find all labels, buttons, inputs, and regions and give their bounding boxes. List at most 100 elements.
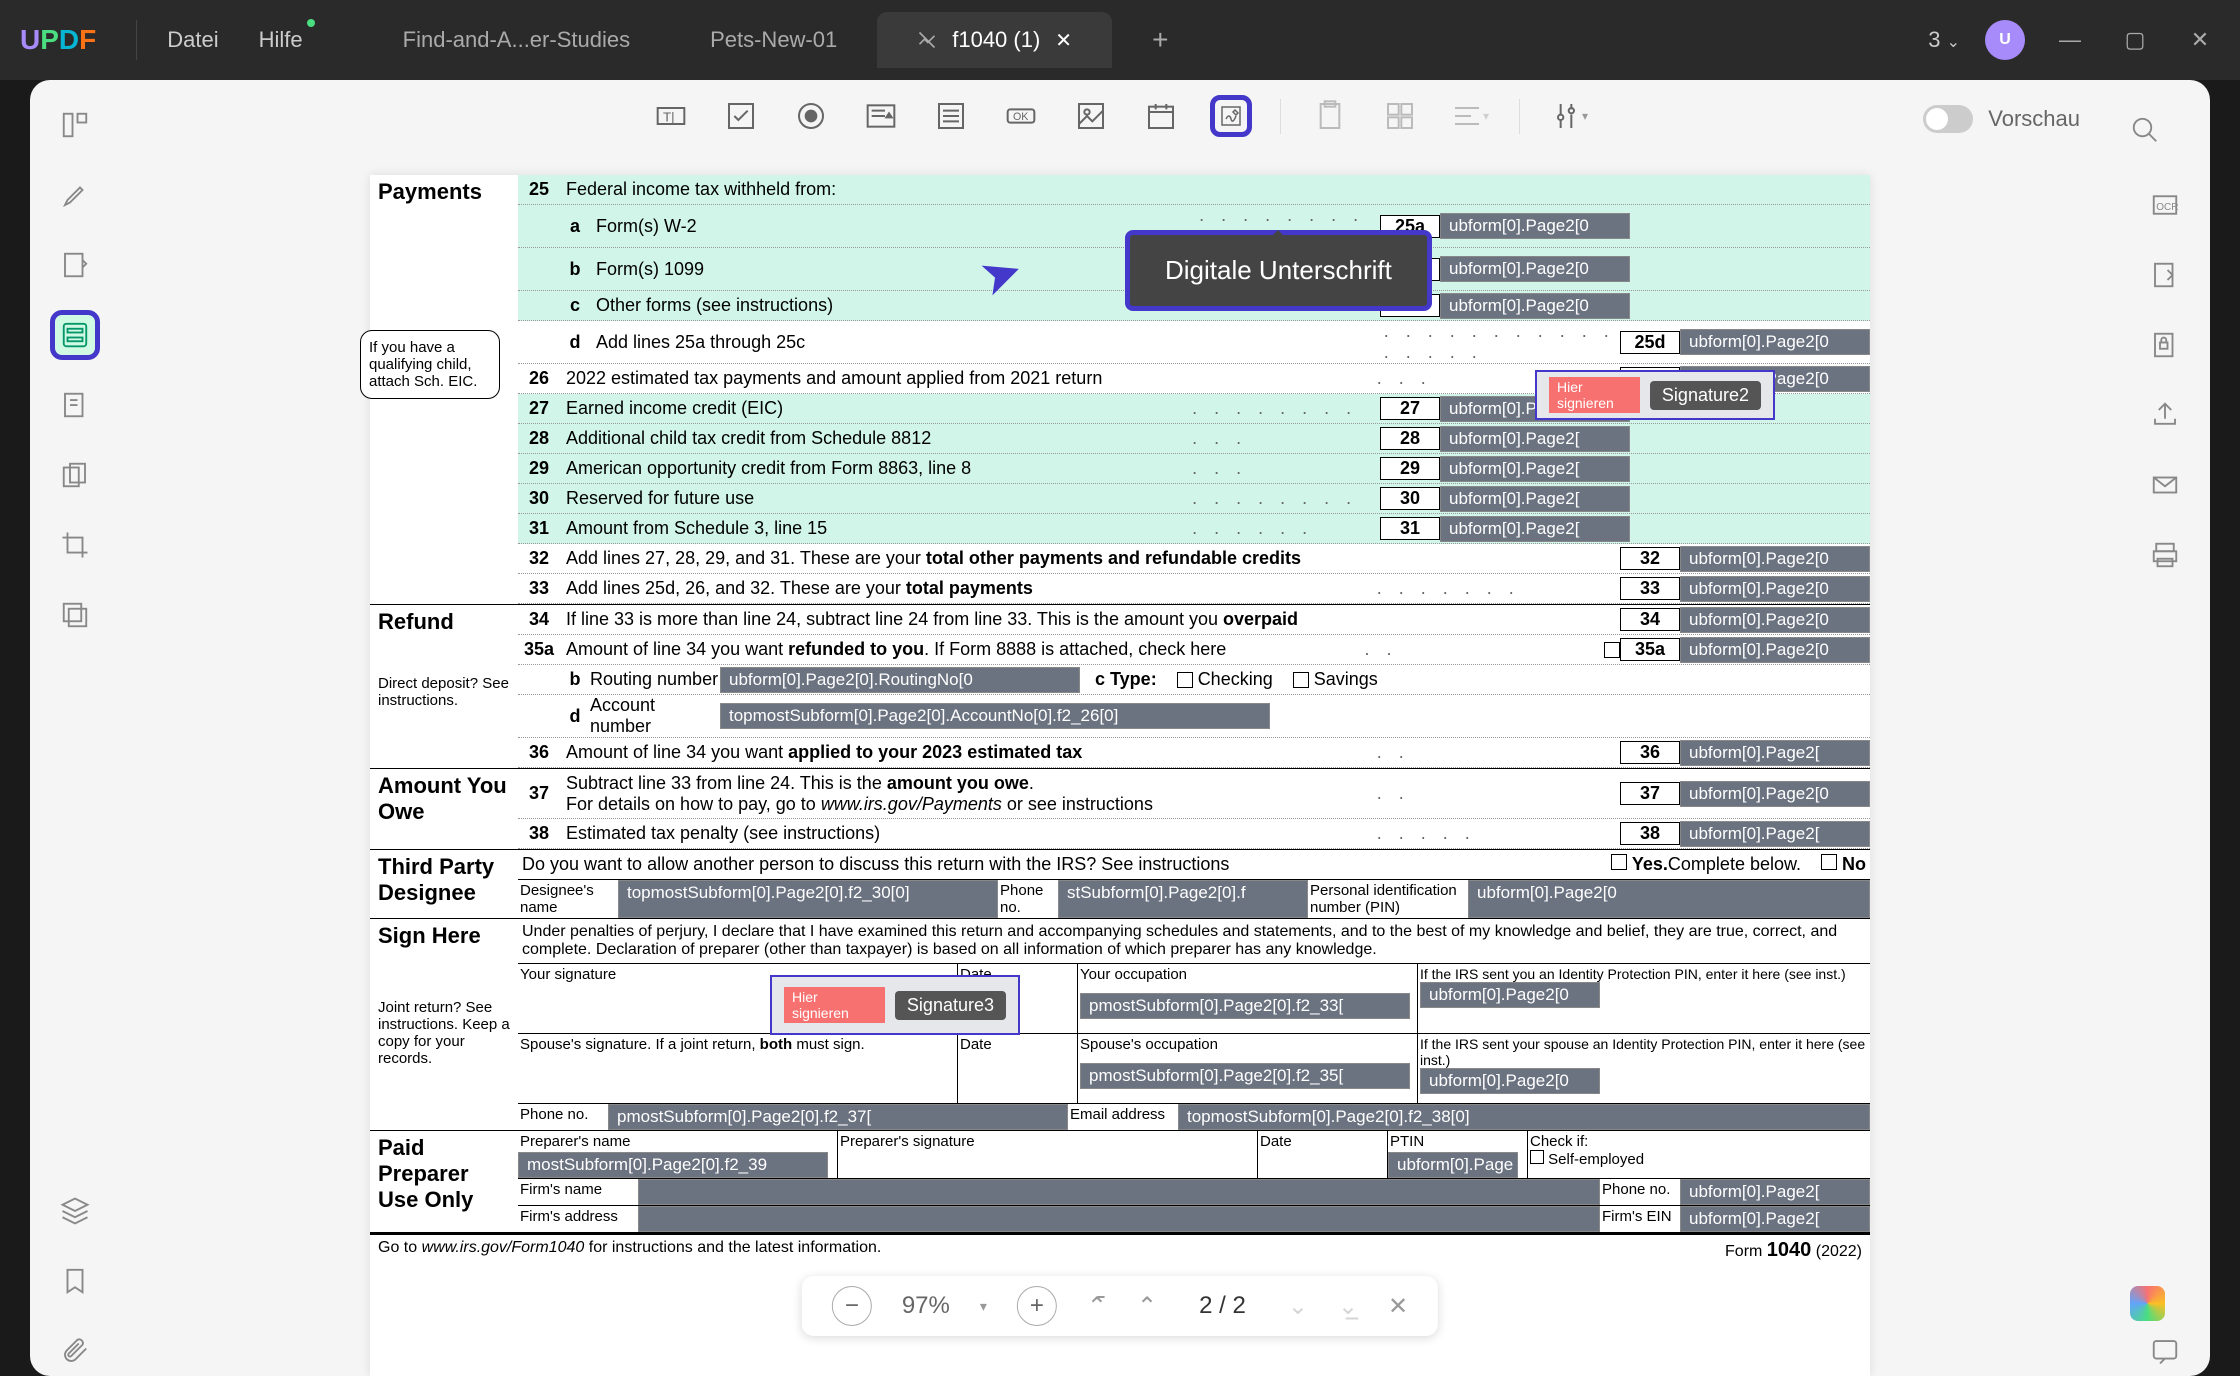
form-field[interactable]: pmostSubform[0].Page2[0].f2_35[ — [1080, 1063, 1410, 1089]
form-field[interactable]: ubform[0].Page2[0 — [1440, 293, 1630, 319]
convert-icon[interactable] — [2140, 250, 2190, 300]
form-field[interactable]: ubform[0].Page2[0 — [1680, 781, 1870, 807]
tab-1[interactable]: Pets-New-01 — [670, 12, 877, 68]
radio-tool[interactable] — [790, 95, 832, 137]
search-icon[interactable] — [2120, 105, 2170, 155]
preview-toggle[interactable]: Vorschau — [1923, 105, 2080, 133]
form-field[interactable]: pmostSubform[0].Page2[0].f2_33[ — [1080, 993, 1410, 1019]
form-field[interactable]: ubform[0].Page2[ — [1440, 516, 1630, 542]
form-field[interactable]: mostSubform[0].Page2[0].f2_39 — [518, 1152, 828, 1178]
minimize-button[interactable]: — — [2050, 20, 2090, 60]
bookmark-icon[interactable] — [50, 1256, 100, 1306]
stack-icon[interactable] — [50, 1186, 100, 1236]
svg-text:OCR: OCR — [2156, 202, 2178, 213]
print-icon[interactable] — [2140, 530, 2190, 580]
no-edit-icon — [917, 30, 937, 50]
form-field[interactable] — [638, 1179, 1600, 1205]
attachment-icon[interactable] — [50, 1326, 100, 1376]
thumbnails-icon[interactable] — [50, 100, 100, 150]
routing-field[interactable]: ubform[0].Page2[0].RoutingNo[0 — [720, 667, 1080, 693]
crop-icon[interactable] — [50, 520, 100, 570]
form-field[interactable]: ubform[0].Page2[0 — [1680, 607, 1870, 633]
form-field[interactable]: ubform[0].Page2[0 — [1440, 213, 1630, 239]
signature2-field[interactable]: Hier signieren Signature2 — [1535, 370, 1775, 420]
amount-owe-label: Amount You Owe — [370, 769, 518, 849]
zoom-value[interactable]: 97% — [902, 1292, 950, 1320]
close-bar-button[interactable]: ✕ — [1388, 1292, 1408, 1321]
button-tool[interactable]: OK — [1000, 95, 1042, 137]
signature-tool[interactable] — [1210, 95, 1252, 137]
layers-icon[interactable] — [50, 590, 100, 640]
page-edit-icon[interactable] — [50, 380, 100, 430]
protect-icon[interactable] — [2140, 320, 2190, 370]
image-tool[interactable] — [1070, 95, 1112, 137]
form-fields-icon[interactable] — [50, 310, 100, 360]
zoom-in-button[interactable]: + — [1017, 1286, 1057, 1326]
menu-help[interactable]: Hilfe — [259, 27, 303, 53]
align-tool[interactable]: ▾ — [1449, 95, 1491, 137]
menu-file[interactable]: Datei — [167, 27, 218, 53]
form-field[interactable]: ubform[0].Page2[ — [1680, 1206, 1870, 1232]
maximize-button[interactable]: ▢ — [2115, 20, 2155, 60]
form-field[interactable]: ubform[0].Page2[ — [1440, 426, 1630, 452]
form-field[interactable]: ubform[0].Page2[ — [1680, 821, 1870, 847]
pages-icon[interactable] — [50, 450, 100, 500]
user-avatar[interactable]: U — [1985, 20, 2025, 60]
zoom-out-button[interactable]: − — [832, 1286, 872, 1326]
listbox-tool[interactable] — [930, 95, 972, 137]
edit GridStack[interactable] — [50, 240, 100, 290]
form-field[interactable] — [638, 1206, 1600, 1232]
tab-2[interactable]: f1040 (1) ✕ — [877, 12, 1112, 68]
form-field[interactable]: ubform[0].Page2[0 — [1420, 1068, 1600, 1094]
form-field[interactable]: ubform[0].Page2[ — [1440, 486, 1630, 512]
form-field[interactable]: ubform[0].Page2[0 — [1440, 256, 1630, 282]
form-field[interactable]: ubform[0].Page2[0 — [1680, 576, 1870, 602]
eic-callout: If you have a qualifying child, attach S… — [360, 330, 500, 399]
svg-text:T|: T| — [663, 109, 675, 124]
form-field[interactable]: ubform[0].Page2[0 — [1680, 546, 1870, 572]
account-field[interactable]: topmostSubform[0].Page2[0].AccountNo[0].… — [720, 703, 1270, 729]
document-viewport[interactable]: If you have a qualifying child, attach S… — [120, 80, 2120, 1376]
form-field[interactable]: ubform[0].Page2[0 — [1468, 880, 1870, 918]
dropdown-tool[interactable] — [860, 95, 902, 137]
form-field[interactable]: ubform[0].Page2[0 — [1420, 982, 1600, 1008]
refund-label: Refund Direct deposit? See instructions. — [370, 605, 518, 768]
page-indicator[interactable]: 2 / 2 — [1187, 1288, 1258, 1324]
grid-tool[interactable] — [1379, 95, 1421, 137]
form-field[interactable]: topmostSubform[0].Page2[0].f2_30[0] — [618, 880, 998, 918]
date-tool[interactable] — [1140, 95, 1182, 137]
form-field[interactable]: ubform[0].Page — [1388, 1152, 1518, 1178]
signature3-field[interactable]: Hier signieren Signature3 — [770, 975, 1020, 1035]
form-field[interactable]: ubform[0].Page2[ — [1440, 456, 1630, 482]
page-dropdown[interactable]: 3 ⌄ — [1928, 27, 1960, 53]
share-icon[interactable] — [2140, 390, 2190, 440]
form-field[interactable]: ubform[0].Page2[0 — [1680, 329, 1870, 355]
form-field[interactable]: topmostSubform[0].Page2[0].f2_38[0] — [1178, 1104, 1870, 1130]
email-icon[interactable] — [2140, 460, 2190, 510]
first-page-button[interactable]: ⌃̄ — [1087, 1292, 1107, 1321]
main-area: T| OK ▾ ▾ Vorschau Digitale Unterschrift… — [30, 80, 2210, 1376]
next-page-button[interactable]: ⌄ — [1288, 1292, 1308, 1321]
form-field[interactable]: pmostSubform[0].Page2[0].f2_37[ — [608, 1104, 1068, 1130]
settings-tool[interactable]: ▾ — [1548, 95, 1590, 137]
checkbox-tool[interactable] — [720, 95, 762, 137]
color-picker-icon[interactable] — [2130, 1286, 2165, 1321]
form-field[interactable]: ubform[0].Page2[0 — [1680, 637, 1870, 663]
prev-page-button[interactable]: ⌃ — [1137, 1292, 1157, 1321]
highlighter-icon[interactable] — [50, 170, 100, 220]
form-field[interactable]: ubform[0].Page2[ — [1680, 1179, 1870, 1205]
last-page-button[interactable]: ⌄̲ — [1338, 1292, 1358, 1321]
form-field[interactable]: stSubform[0].Page2[0].f — [1058, 880, 1308, 918]
close-button[interactable]: ✕ — [2180, 20, 2220, 60]
form-toolbar: T| OK ▾ ▾ — [650, 95, 1590, 137]
zoom-bar: − 97% ▾ + ⌃̄ ⌃ 2 / 2 ⌄ ⌄̲ ✕ — [802, 1276, 1438, 1336]
ocr-icon[interactable]: OCR — [2140, 180, 2190, 230]
text-field-tool[interactable]: T| — [650, 95, 692, 137]
form-field[interactable]: ubform[0].Page2[ — [1680, 740, 1870, 766]
paste-tool[interactable] — [1309, 95, 1351, 137]
tab-add[interactable]: + — [1112, 12, 1208, 68]
tab-0[interactable]: Find-and-A...er-Studies — [363, 12, 670, 68]
toggle-switch[interactable] — [1923, 105, 1973, 133]
tab-close-icon[interactable]: ✕ — [1055, 28, 1072, 53]
comment-icon[interactable] — [2140, 1326, 2190, 1376]
